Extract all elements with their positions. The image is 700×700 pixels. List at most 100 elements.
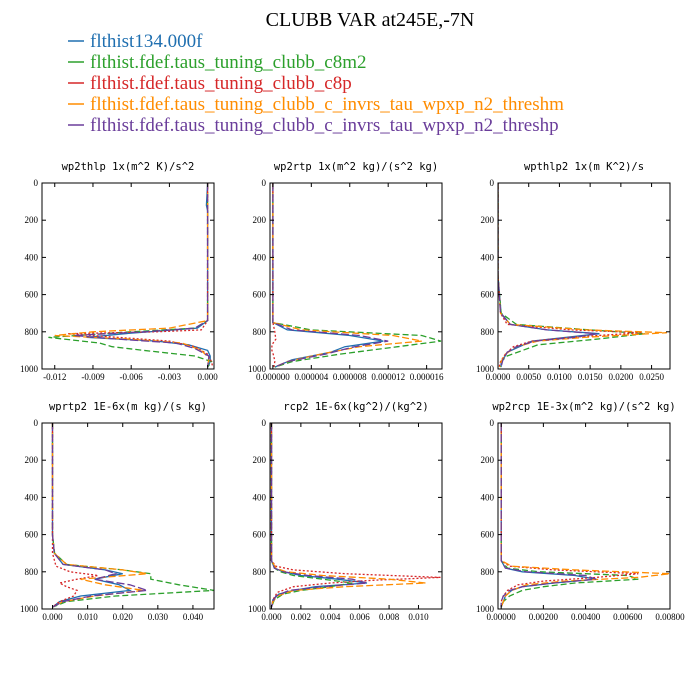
chart-panel: wp2rtp 1x(m^2 kg)/(s^2 kg) 0.000000 0.0000… (248, 161, 444, 382)
panel-title: wprtp2 1E-6x(m kg)/(s kg) (49, 401, 207, 413)
series-line (272, 183, 442, 368)
y-tick-label: 1000 (476, 604, 495, 614)
y-tick-label: 1000 (248, 364, 267, 374)
y-tick-label: 400 (253, 252, 267, 262)
x-tick-label: 0.006 (350, 612, 371, 622)
x-tick-label: 0.004 (320, 612, 341, 622)
x-tick-label: 0.0050 (516, 372, 541, 382)
y-tick-label: 0 (262, 418, 267, 428)
y-tick-label: 400 (481, 252, 495, 262)
x-tick-label: 0.008 (379, 612, 400, 622)
series-line (51, 423, 148, 608)
panel-title: wp2rtp 1x(m^2 kg)/(s^2 kg) (274, 161, 438, 173)
legend-label: flthist.fdef.taus_tuning_clubb_c_invrs_t… (90, 94, 564, 115)
y-tick-label: 800 (25, 567, 39, 577)
legend-label: flthist.fdef.taus_tuning_clubb_c8p (90, 73, 352, 94)
series-line (500, 423, 670, 608)
panel-title: wp2rcp 1E-3x(m^2 kg)/(s^2 kg) (492, 401, 675, 413)
y-tick-label: 1000 (248, 604, 267, 614)
panel-title: wp2thlp 1x(m^2 K)/s^2 (62, 161, 195, 173)
y-tick-label: 800 (481, 327, 495, 337)
x-tick-label: 0.020 (113, 612, 134, 622)
series-line (500, 423, 597, 608)
y-tick-label: 0 (34, 418, 39, 428)
series-line (270, 423, 368, 608)
series-line (73, 183, 210, 368)
series-line (498, 183, 597, 368)
plot-frame (41, 422, 215, 610)
plot-frame (269, 182, 443, 370)
series-line (272, 183, 389, 368)
x-tick-label: 0.010 (408, 612, 429, 622)
series-line (500, 423, 639, 608)
series-line (272, 183, 384, 368)
x-tick-label: 0.00800 (655, 612, 685, 622)
legend-entry: flthist.fdef.taus_tuning_clubb_c8p (68, 73, 352, 94)
chart-panel: wp2thlp 1x(m^2 K)/s^2 -0.012 -0.009 -0.006 -… (20, 161, 218, 382)
y-tick-label: 600 (25, 530, 39, 540)
y-tick-label: 400 (253, 492, 267, 502)
y-tick-label: 800 (25, 327, 39, 337)
y-tick-label: 0 (490, 178, 495, 188)
x-tick-label: 0.000000 (256, 372, 290, 382)
y-tick-label: 400 (25, 492, 39, 502)
x-tick-label: -0.009 (81, 372, 105, 382)
x-tick-label: 0.0250 (639, 372, 664, 382)
legend: flthist134.000fflthist.fdef.taus_tuning_… (68, 31, 564, 136)
x-tick-label: 0.030 (148, 612, 169, 622)
x-tick-label: 0.0150 (578, 372, 603, 382)
legend-entry: flthist.fdef.taus_tuning_clubb_c8m2 (68, 52, 367, 73)
y-tick-label: 600 (253, 290, 267, 300)
x-tick-label: 0.000 (198, 372, 219, 382)
series-line (54, 183, 210, 368)
x-tick-label: -0.012 (43, 372, 66, 382)
x-tick-label: 0.00600 (613, 612, 643, 622)
panel-title: rcp2 1E-6x(kg^2)/(kg^2) (283, 401, 428, 413)
y-tick-label: 400 (25, 252, 39, 262)
legend-entry: flthist.fdef.taus_tuning_clubb_c_invrs_t… (68, 94, 564, 115)
y-tick-label: 600 (481, 290, 495, 300)
y-tick-label: 200 (481, 455, 495, 465)
x-tick-label: 0.000016 (410, 372, 444, 382)
series-line (500, 423, 597, 608)
series-line (270, 423, 441, 608)
x-tick-label: 0.0200 (608, 372, 633, 382)
x-tick-label: 0.002 (291, 612, 311, 622)
x-tick-label: 0.000 (261, 612, 282, 622)
panels: wp2thlp 1x(m^2 K)/s^2 -0.012 -0.009 -0.006 -… (20, 161, 685, 622)
y-tick-label: 200 (481, 215, 495, 225)
y-tick-label: 0 (490, 418, 495, 428)
y-tick-label: 1000 (20, 604, 39, 614)
x-tick-label: 0.010 (78, 612, 99, 622)
y-tick-label: 200 (25, 215, 39, 225)
legend-label: flthist.fdef.taus_tuning_clubb_c_invrs_t… (90, 115, 559, 136)
chart-panel: wp2rcp 1E-3x(m^2 kg)/(s^2 kg) 0.00000 0.00… (476, 401, 685, 622)
x-tick-label: 0.0000 (486, 372, 511, 382)
series-line (51, 423, 132, 608)
legend-label: flthist.fdef.taus_tuning_clubb_c8m2 (90, 52, 367, 73)
plot-frame (497, 182, 671, 370)
chart-panel: wpthlp2 1x(m K^2)/s 0.0000 0.0050 0.0100 0.0… (476, 161, 671, 382)
panel-title: wpthlp2 1x(m K^2)/s (524, 161, 644, 173)
y-tick-label: 0 (262, 178, 267, 188)
x-tick-label: -0.006 (120, 372, 144, 382)
x-tick-label: 0.000 (42, 612, 63, 622)
x-tick-label: 0.040 (183, 612, 204, 622)
x-tick-label: 0.00200 (529, 612, 559, 622)
series-line (498, 183, 643, 368)
series-line (498, 183, 646, 368)
x-tick-label: 0.000004 (294, 372, 328, 382)
series-line (51, 423, 99, 608)
plot-frame (269, 422, 443, 610)
x-tick-label: 0.00000 (487, 612, 517, 622)
x-tick-label: 0.0100 (547, 372, 572, 382)
series-line (272, 183, 422, 368)
y-tick-label: 800 (481, 567, 495, 577)
y-tick-label: 0 (34, 178, 39, 188)
y-tick-label: 200 (253, 455, 267, 465)
y-tick-label: 600 (253, 530, 267, 540)
x-tick-label: 0.00400 (571, 612, 601, 622)
series-line (86, 183, 211, 368)
figure-title: CLUBB VAR at245E,-7N (266, 9, 475, 31)
